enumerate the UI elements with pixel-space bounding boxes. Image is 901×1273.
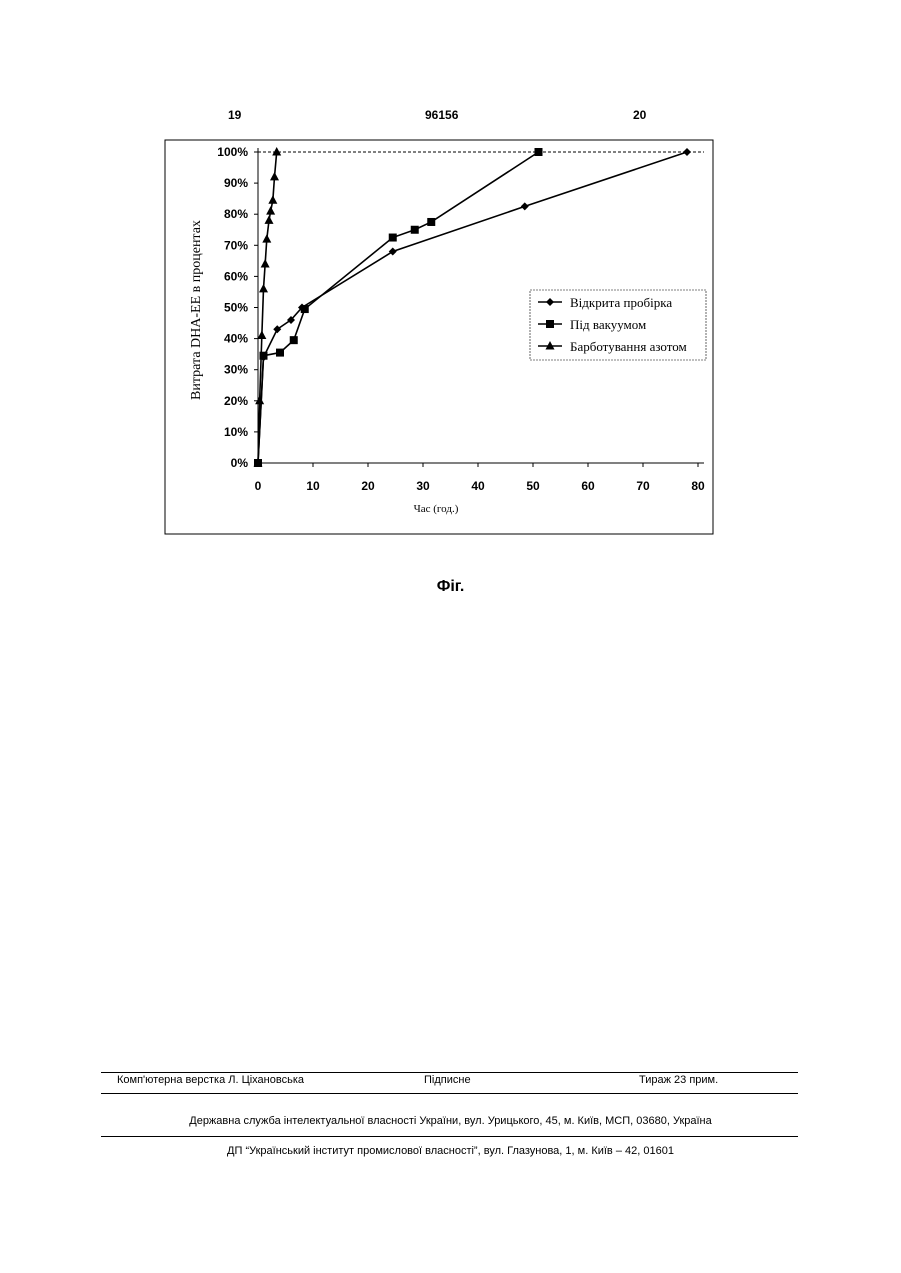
data-point-square <box>389 234 397 242</box>
data-point-triangle <box>257 330 266 339</box>
y-tick-label: 80% <box>224 207 248 221</box>
footer-composer: Комп'ютерна верстка Л. Ціхановська <box>117 1074 304 1086</box>
data-point-triangle <box>259 284 268 293</box>
data-point-triangle <box>268 195 277 204</box>
figure-caption: Фіг. <box>0 578 901 596</box>
x-tick-label: 60 <box>581 479 595 493</box>
y-tick-label: 0% <box>231 456 249 470</box>
y-tick-label: 90% <box>224 176 248 190</box>
footer-circulation: Тираж 23 прим. <box>639 1074 718 1086</box>
data-point-triangle <box>272 147 281 156</box>
chart-legend: Відкрита пробірка Під вакуумом Барботуванн… <box>530 290 706 360</box>
data-point-triangle <box>265 215 274 224</box>
y-tick-label: 10% <box>224 425 248 439</box>
y-tick-label: 50% <box>224 301 248 315</box>
data-point-square <box>535 148 543 156</box>
data-point-square <box>276 349 284 357</box>
data-point-triangle <box>261 259 270 268</box>
x-tick-label: 20 <box>361 479 375 493</box>
footer-rule-bottom <box>101 1136 798 1137</box>
data-point-triangle <box>262 234 271 243</box>
y-tick-label: 60% <box>224 269 248 283</box>
y-tick-label: 30% <box>224 363 248 377</box>
y-tick-label: 20% <box>224 394 248 408</box>
data-point-triangle <box>270 172 279 181</box>
data-point-triangle <box>255 396 264 405</box>
data-point-triangle <box>266 206 275 215</box>
x-tick-label: 10 <box>306 479 320 493</box>
data-point-diamond <box>683 148 691 156</box>
legend-label: Барботування азотом <box>570 339 687 354</box>
y-axis-label: Витрата DHA-EE в процентах <box>189 220 204 400</box>
legend-label: Під вакуумом <box>570 317 646 332</box>
footer-institute: ДП “Український інститут промислової вла… <box>0 1145 901 1157</box>
x-axis-label: Час (год.) <box>414 503 459 515</box>
y-tick-label: 40% <box>224 332 248 346</box>
x-tick-label: 0 <box>255 479 262 493</box>
legend-label: Відкрита пробірка <box>570 295 672 310</box>
series-square <box>254 148 543 467</box>
footer-rule-top <box>101 1072 798 1073</box>
data-point-square <box>290 336 298 344</box>
data-point-square <box>427 218 435 226</box>
footer-rule-middle <box>101 1093 798 1094</box>
footer-agency: Державна служба інтелектуальної власност… <box>0 1115 901 1127</box>
data-point-square <box>301 305 309 313</box>
chart: 0 10 20 30 40 50 60 70 80 0% 10% 20% 30% 40% 50% 60% 70%… <box>0 0 901 600</box>
footer-signed: Підписне <box>424 1074 471 1086</box>
data-point-diamond <box>521 202 529 210</box>
y-tick-label: 70% <box>224 238 248 252</box>
y-tick-label: 100% <box>217 145 248 159</box>
x-tick-label: 40 <box>471 479 485 493</box>
data-point-square <box>546 320 554 328</box>
data-point-diamond <box>389 248 397 256</box>
data-point-square <box>411 226 419 234</box>
x-tick-label: 70 <box>636 479 650 493</box>
x-tick-label: 80 <box>691 479 705 493</box>
x-tick-label: 50 <box>526 479 540 493</box>
x-tick-label: 30 <box>416 479 430 493</box>
